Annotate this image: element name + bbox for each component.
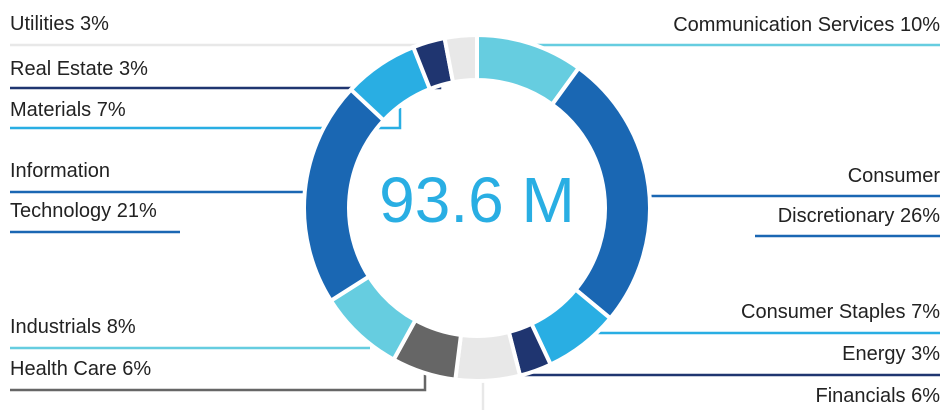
leader-line: [10, 108, 402, 130]
category-name: Communication Services: [673, 14, 895, 36]
segment-label: Financials 6%: [740, 376, 940, 410]
category-name: Utilities: [10, 13, 75, 35]
value-label: 26%: [899, 205, 940, 227]
segment-label: Energy 3%: [740, 334, 940, 374]
category-name: Health Care: [10, 358, 117, 380]
value-label: 10%: [899, 14, 940, 36]
category-name: Industrials: [10, 316, 102, 338]
segment-label: Utilities 3%: [10, 4, 210, 44]
category-name: Consumer Staples: [741, 301, 906, 323]
category-name: Information Technology: [10, 160, 112, 222]
category-name: Energy: [842, 343, 906, 365]
value-label: 8%: [106, 316, 136, 338]
value-label: 6%: [911, 385, 940, 407]
value-label: 21%: [116, 200, 157, 222]
segment-label: Consumer Staples 7%: [640, 292, 940, 332]
value-label: 6%: [122, 358, 152, 380]
value-label: 7%: [96, 99, 126, 121]
segment-label: Information Technology 21%: [10, 151, 200, 231]
value-label: 3%: [80, 13, 109, 35]
center-label: 93.6 M: [379, 164, 575, 236]
donut-segment: [302, 86, 387, 304]
value-label: 3%: [118, 58, 148, 80]
category-name: Real Estate: [10, 58, 114, 80]
segment-label: Real Estate 3%: [10, 49, 210, 89]
segment-label: Communication Services 10%: [540, 5, 940, 45]
segment-label: Consumer Discretionary 26%: [730, 156, 940, 236]
category-name: Financials: [815, 385, 906, 407]
donut-segment: [442, 32, 479, 85]
segment-label: Materials 7%: [10, 90, 210, 130]
donut-segment: [453, 329, 523, 383]
value-label: 7%: [911, 301, 940, 323]
value-label: 3%: [911, 343, 940, 365]
segment-label: Industrials 8%: [10, 307, 210, 347]
leader-line: [10, 368, 427, 392]
category-name: Materials: [10, 99, 92, 121]
segment-label: Health Care 6%: [10, 349, 210, 389]
category-name: Consumer Discretionary: [777, 165, 940, 227]
